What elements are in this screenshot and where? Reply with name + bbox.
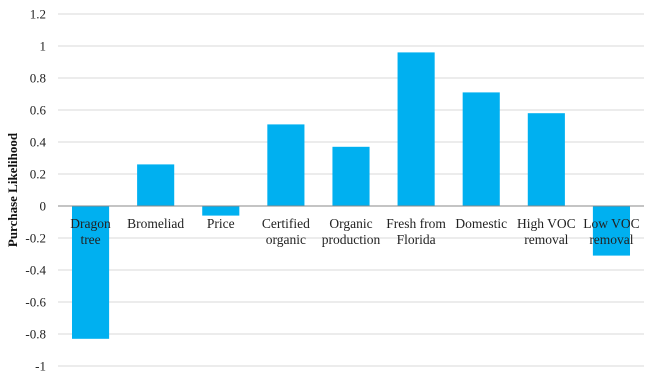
- y-tick-label: -0.2: [25, 231, 46, 246]
- bar: [137, 164, 175, 206]
- category-label: Organic production: [322, 216, 381, 247]
- y-tick-label: 0.2: [30, 167, 46, 182]
- y-tick-label: 0.6: [30, 103, 47, 118]
- category-label-line: removal: [524, 232, 568, 247]
- category-label-line: Dragon: [70, 216, 111, 231]
- category-label: Price: [207, 216, 235, 231]
- category-label-line: tree: [80, 232, 100, 247]
- y-tick-label: -0.8: [25, 327, 46, 342]
- y-tick-label: 0.4: [30, 135, 47, 150]
- bar: [527, 113, 565, 206]
- category-label-line: removal: [589, 232, 633, 247]
- category-label-line: organic: [266, 232, 306, 247]
- category-label-line: High VOC: [517, 216, 576, 231]
- category-label-line: Domestic: [455, 216, 507, 231]
- category-label: Bromeliad: [127, 216, 184, 231]
- category-label: Certified organic: [262, 216, 310, 247]
- bar: [267, 124, 305, 206]
- bar: [462, 92, 500, 206]
- category-label-line: Low VOC: [583, 216, 639, 231]
- category-label-line: Organic: [329, 216, 372, 231]
- category-label-line: Price: [207, 216, 235, 231]
- category-label: Low VOC removal: [583, 216, 639, 247]
- bar: [592, 206, 631, 256]
- category-label-line: Fresh from: [386, 216, 446, 231]
- category-label: Fresh from Florida: [386, 216, 446, 247]
- category-label-line: Florida: [397, 232, 436, 247]
- bar: [332, 146, 370, 206]
- y-tick-label: 1.2: [30, 7, 46, 22]
- y-tick-label: 0.8: [30, 71, 46, 86]
- bar: [397, 52, 435, 207]
- y-tick-labels: 1.2 1 0.8 0.6 0.4 0.2 0 -0.2 -0.4 -0.6 -0.8 -1: [25, 7, 46, 371]
- category-label: Dragon tree: [70, 216, 111, 247]
- y-tick-label: -0.4: [25, 263, 46, 278]
- y-tick-label: 0: [40, 199, 47, 214]
- y-tick-label: -1: [35, 359, 46, 371]
- bar: [71, 206, 110, 339]
- category-label-line: Bromeliad: [127, 216, 184, 231]
- category-label-line: production: [322, 232, 381, 247]
- category-label-line: Certified: [262, 216, 310, 231]
- bar: [202, 206, 240, 216]
- y-axis-title: Purchase Likelihood: [5, 132, 20, 247]
- y-tick-label: 1: [40, 39, 47, 54]
- category-label: High VOC removal: [517, 216, 576, 247]
- category-labels: Dragon tree Bromeliad Price Certified organic…: [70, 216, 639, 247]
- bars: [71, 52, 631, 339]
- category-label: Domestic: [455, 216, 507, 231]
- y-tick-label: -0.6: [25, 295, 46, 310]
